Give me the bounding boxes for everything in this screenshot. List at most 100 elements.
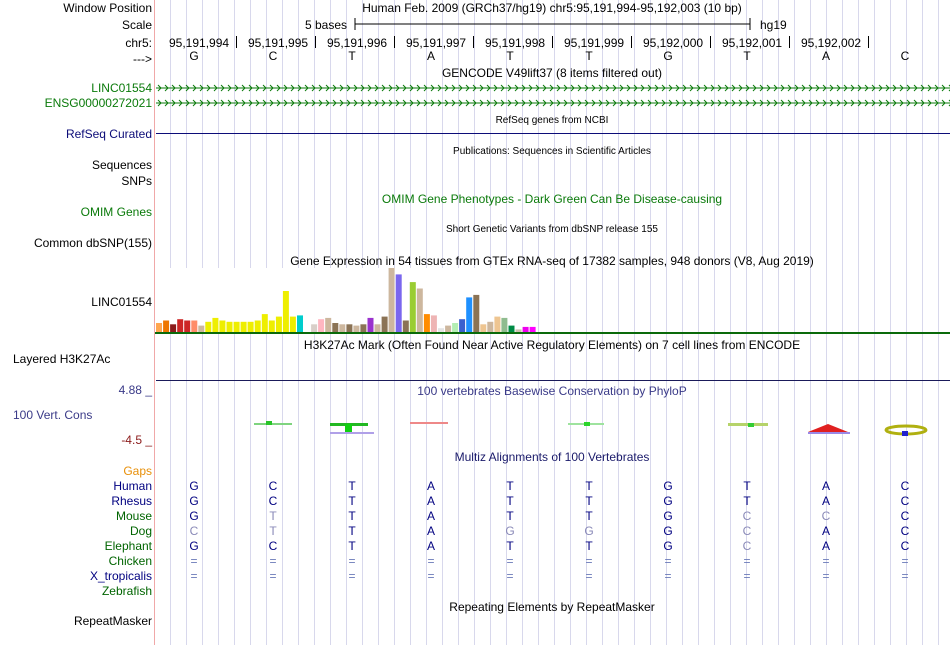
publications-label[interactable]: Sequences bbox=[91, 158, 152, 172]
gtex-bar[interactable] bbox=[459, 319, 466, 332]
h3k27ac-label[interactable]: Layered H3K27Ac bbox=[13, 352, 111, 366]
gtex-bar[interactable] bbox=[275, 316, 282, 332]
gtex-bar[interactable] bbox=[501, 317, 508, 332]
alignment-base: C bbox=[900, 524, 910, 538]
scale-bar bbox=[354, 18, 751, 30]
gtex-bar[interactable] bbox=[198, 325, 205, 332]
gtex-bar[interactable] bbox=[191, 320, 198, 333]
omim-label[interactable]: OMIM Genes bbox=[80, 205, 152, 219]
species-label[interactable]: Chicken bbox=[108, 554, 152, 568]
gtex-bar[interactable] bbox=[494, 316, 501, 332]
alignment-base: A bbox=[426, 524, 436, 538]
species-label[interactable]: Human bbox=[113, 479, 152, 493]
alignment-base: C bbox=[821, 509, 831, 523]
species-label[interactable]: X_tropicalis bbox=[89, 569, 152, 583]
alignment-base: T bbox=[348, 524, 356, 538]
gencode-features[interactable] bbox=[156, 80, 950, 110]
gtex-bar[interactable] bbox=[184, 320, 191, 333]
species-label[interactable]: Zebrafish bbox=[101, 584, 152, 598]
gtex-bar[interactable] bbox=[268, 320, 275, 333]
gtex-bar[interactable] bbox=[374, 324, 381, 332]
alignment-base: C bbox=[742, 539, 752, 553]
gtex-bar[interactable] bbox=[473, 294, 480, 332]
gtex-bar[interactable] bbox=[529, 326, 536, 332]
gtex-bar[interactable] bbox=[261, 314, 268, 332]
gtex-bar[interactable] bbox=[233, 321, 240, 332]
gtex-bar[interactable] bbox=[304, 328, 310, 332]
gtex-bar[interactable] bbox=[480, 324, 487, 332]
gtex-bar[interactable] bbox=[156, 323, 162, 332]
ruler-tick bbox=[315, 36, 316, 48]
gtex-bar[interactable] bbox=[381, 316, 388, 332]
species-label[interactable]: Mouse bbox=[115, 509, 152, 523]
alignment-base: T bbox=[506, 509, 514, 523]
gtex-bar[interactable] bbox=[205, 321, 212, 332]
gtex-bar[interactable] bbox=[318, 319, 325, 332]
gtex-bar[interactable] bbox=[423, 314, 430, 332]
alignment-base: T bbox=[506, 494, 514, 508]
gtex-bar[interactable] bbox=[430, 315, 437, 332]
gtex-bar[interactable] bbox=[402, 320, 409, 333]
gtex-bar[interactable] bbox=[163, 320, 170, 333]
alignment-base: G bbox=[189, 479, 199, 493]
gtex-bar[interactable] bbox=[339, 324, 346, 332]
gtex-bar[interactable] bbox=[282, 291, 289, 332]
alignment-base: T bbox=[348, 539, 356, 553]
ruler-position: 95,191,997 bbox=[406, 36, 467, 50]
refseq-label[interactable]: RefSeq Curated bbox=[65, 127, 152, 141]
alignment-base: T bbox=[585, 479, 593, 493]
gtex-bar[interactable] bbox=[515, 329, 522, 332]
gtex-bar[interactable] bbox=[522, 326, 529, 332]
gtex-label[interactable]: LINC01554 bbox=[91, 295, 152, 309]
species-label[interactable]: Dog bbox=[129, 524, 152, 538]
snps-label[interactable]: SNPs bbox=[121, 174, 152, 188]
gtex-bar[interactable] bbox=[353, 325, 360, 332]
gtex-bar[interactable] bbox=[367, 317, 374, 332]
gtex-bar[interactable] bbox=[388, 268, 395, 332]
gtex-bar[interactable] bbox=[346, 324, 353, 332]
gtex-bar[interactable] bbox=[247, 321, 254, 332]
gtex-bar[interactable] bbox=[438, 328, 444, 332]
ruler-tick bbox=[552, 36, 553, 48]
gtex-bar[interactable] bbox=[212, 317, 219, 332]
alignment-base: C bbox=[268, 494, 278, 508]
phylop-mark bbox=[254, 423, 292, 425]
alignment-base: A bbox=[821, 539, 831, 553]
gtex-bar[interactable] bbox=[452, 323, 459, 332]
gtex-bar[interactable] bbox=[332, 323, 339, 332]
gtex-bar[interactable] bbox=[311, 324, 318, 332]
gtex-bar[interactable] bbox=[445, 325, 452, 332]
gtex-bar-chart[interactable] bbox=[0, 0, 950, 340]
alignment-base: = bbox=[269, 554, 277, 568]
gtex-bar[interactable] bbox=[487, 321, 494, 332]
gtex-bar[interactable] bbox=[395, 274, 402, 332]
gtex-bar[interactable] bbox=[170, 324, 177, 332]
phylop-label[interactable]: 100 Vert. Cons bbox=[13, 408, 93, 422]
h3k27ac-title: H3K27Ac Mark (Often Found Near Active Re… bbox=[303, 338, 801, 352]
gtex-bar[interactable] bbox=[508, 325, 515, 332]
repeatmasker-label[interactable]: RepeatMasker bbox=[73, 614, 152, 628]
alignment-base: C bbox=[900, 494, 910, 508]
gtex-bar[interactable] bbox=[466, 297, 473, 332]
phylop-plot[interactable] bbox=[0, 0, 950, 450]
gtex-bar[interactable] bbox=[226, 321, 233, 332]
alignment-base: = bbox=[348, 569, 356, 583]
gencode-item-linc01554[interactable]: LINC01554 bbox=[91, 81, 152, 95]
gtex-bar[interactable] bbox=[409, 282, 416, 332]
species-label[interactable]: Elephant bbox=[104, 539, 152, 553]
gtex-bar[interactable] bbox=[177, 319, 184, 332]
dbsnp-label[interactable]: Common dbSNP(155) bbox=[33, 236, 152, 250]
refseq-line bbox=[156, 133, 950, 134]
species-label[interactable]: Rhesus bbox=[111, 494, 152, 508]
gtex-bar[interactable] bbox=[240, 321, 247, 332]
gtex-bar[interactable] bbox=[254, 320, 261, 333]
gtex-bar[interactable] bbox=[325, 317, 332, 332]
alignment-base: C bbox=[900, 539, 910, 553]
gtex-bar[interactable] bbox=[416, 288, 423, 333]
gtex-bar[interactable] bbox=[289, 316, 296, 332]
gtex-bar[interactable] bbox=[219, 320, 226, 333]
gtex-bar[interactable] bbox=[297, 315, 303, 332]
gencode-item-ensg[interactable]: ENSG00000272021 bbox=[44, 96, 152, 110]
phylop-mark bbox=[808, 424, 848, 432]
gtex-bar[interactable] bbox=[360, 324, 367, 332]
